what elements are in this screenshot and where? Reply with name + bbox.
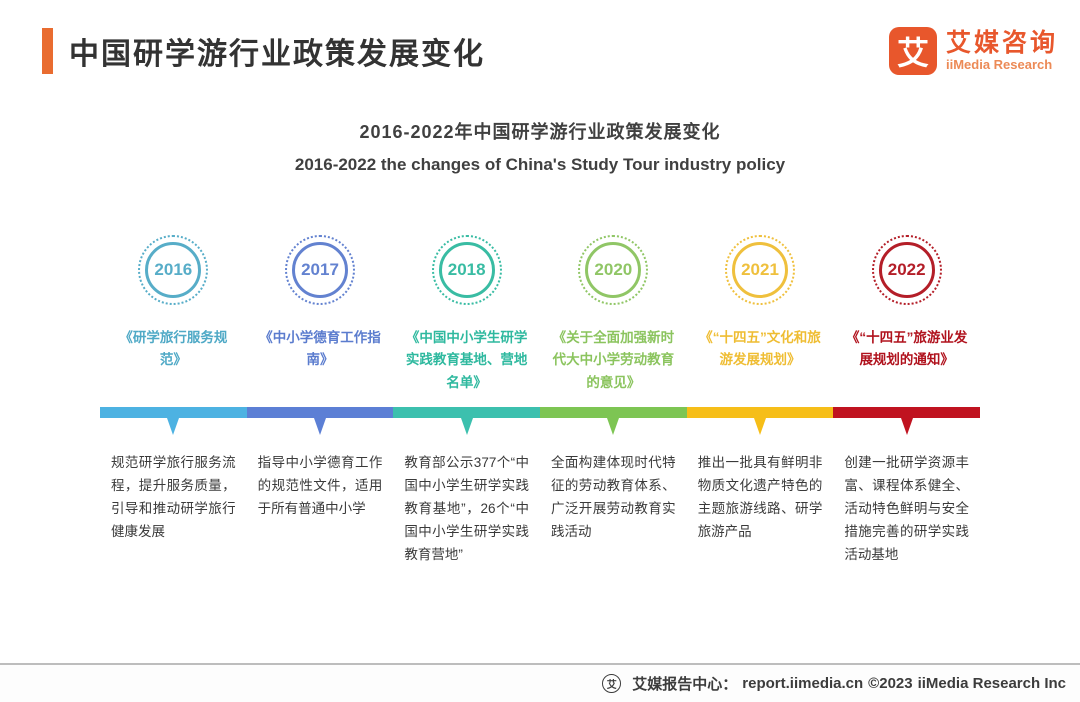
year-circle: 2021 <box>732 242 789 298</box>
year-label: 2022 <box>887 260 926 279</box>
chart-subtitle: 2016-2022年中国研学游行业政策发展变化 2016-2022 the ch… <box>0 118 1080 175</box>
timeline-pointer-icon <box>314 418 326 435</box>
timeline-column-2016: 2016 《研学旅行服务规范》 规范研学旅行服务流程，提升服务质量，引导和推动研… <box>100 235 247 567</box>
timeline-bar-segment <box>540 407 687 418</box>
year-circle: 2018 <box>438 242 495 298</box>
policy-description: 教育部公示377个“中国中小学生研学实践教育基地”，26个“中国中小学生研学实践… <box>404 455 530 562</box>
timeline-column-2018: 2018 《中国中小学生研学实践教育基地、营地名单》 教育部公示377个“中国中… <box>393 235 541 567</box>
year-ring: 2022 <box>871 235 942 305</box>
footer-label: 艾媒报告中心： <box>632 676 738 693</box>
page-title: 中国研学游行业政策发展变化 <box>69 38 485 71</box>
timeline-pointer-icon <box>607 418 620 435</box>
timeline-column-2017: 2017 《中小学德育工作指南》 指导中小学德育工作的规范性文件，适用于所有普通… <box>246 235 394 567</box>
year-label: 2017 <box>301 260 339 279</box>
footer: 艾 艾媒报告中心： report.iimedia.cn ©2023 iiMedi… <box>0 663 1080 702</box>
policy-description: 规范研学旅行服务流程，提升服务质量，引导和推动研学旅行健康发展 <box>111 455 236 539</box>
chart-title-en: 2016-2022 the changes of China's Study T… <box>294 155 786 174</box>
policy-description: 指导中小学德育工作的规范性文件，适用于所有普通中小学 <box>257 455 383 516</box>
year-ring: 2018 <box>431 235 502 305</box>
policy-description: 创建一批研学资源丰富、课程体系健全、活动特色鲜明与安全措施完善的研学实践活动基地 <box>844 455 970 562</box>
timeline-pointer-icon <box>460 418 473 435</box>
timeline-pointer-icon <box>754 418 767 435</box>
timeline-column-2022: 2022 《“十四五”旅游业发展规划的通知》 创建一批研学资源丰富、课程体系健全… <box>833 235 981 567</box>
brand-logo-icon: 艾 <box>888 27 937 75</box>
timeline-bar-segment <box>246 407 394 418</box>
timeline-bar-segment <box>393 407 541 418</box>
brand-name-cn: 艾媒咨询 <box>945 29 1058 58</box>
year-circle: 2016 <box>145 242 202 298</box>
year-circle: 2017 <box>292 242 348 298</box>
chart-title-cn: 2016-2022年中国研学游行业政策发展变化 <box>359 122 721 142</box>
timeline-pointer-icon <box>167 418 180 435</box>
brand-name-en: iiMedia Research <box>945 56 1053 72</box>
timeline-bar-segment <box>833 407 981 418</box>
year-circle: 2020 <box>585 242 642 298</box>
footer-copyright: ©2023 <box>868 675 913 692</box>
timeline-column-2020: 2020 《关于全面加强新时代大中小学劳动教育的意见》 全面构建体现时代特征的劳… <box>540 235 687 567</box>
timeline-column-2021: 2021 《“十四五”文化和旅游发展规划》 推出一批具有鲜明非物质文化遗产特色的… <box>686 235 834 567</box>
year-label: 2020 <box>594 260 633 279</box>
brand-logo-text: 艾媒咨询 iiMedia Research <box>946 30 1058 72</box>
year-circle: 2022 <box>878 242 935 298</box>
timeline-bar-segment <box>686 407 834 418</box>
policy-title: 《关于全面加强新时代大中小学劳动教育的意见》 <box>552 330 675 390</box>
brand-logo: 艾 艾媒咨询 iiMedia Research <box>888 27 1058 75</box>
policy-timeline: 2016 《研学旅行服务规范》 规范研学旅行服务流程，提升服务质量，引导和推动研… <box>100 235 981 567</box>
year-label: 2016 <box>154 260 193 279</box>
footer-company: iiMedia Research Inc <box>917 675 1066 692</box>
footer-url: report.iimedia.cn <box>742 675 864 692</box>
iimedia-report-icon: 艾 <box>602 674 622 693</box>
policy-title: 《“十四五”旅游业发展规划的通知》 <box>845 330 968 368</box>
year-label: 2021 <box>741 260 779 279</box>
policy-description: 全面构建体现时代特征的劳动教育体系、广泛开展劳动教育实践活动 <box>551 455 676 539</box>
year-ring: 2021 <box>725 235 796 305</box>
year-ring: 2017 <box>285 235 355 305</box>
title-accent-bar <box>42 28 53 74</box>
year-ring: 2016 <box>138 235 209 305</box>
policy-title: 《“十四五”文化和旅游发展规划》 <box>699 330 821 368</box>
policy-title: 《研学旅行服务规范》 <box>119 330 228 368</box>
timeline-bar-segment <box>100 407 247 418</box>
policy-title: 《中国中小学生研学实践教育基地、营地名单》 <box>405 330 528 390</box>
policy-description: 推出一批具有鲜明非物质文化遗产特色的主题旅游线路、研学旅游产品 <box>697 455 823 539</box>
timeline-pointer-icon <box>900 418 913 435</box>
year-ring: 2020 <box>578 235 649 305</box>
policy-title: 《中小学德育工作指南》 <box>259 330 381 368</box>
header: 中国研学游行业政策发展变化 <box>42 28 485 74</box>
year-label: 2018 <box>447 260 486 279</box>
